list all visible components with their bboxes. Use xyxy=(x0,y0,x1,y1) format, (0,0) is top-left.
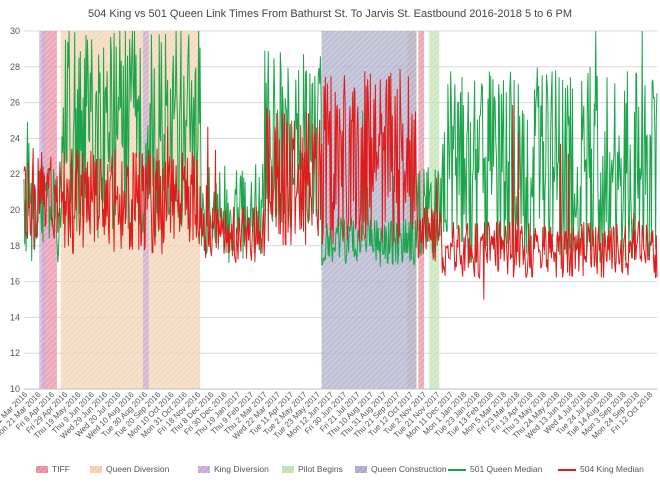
legend-swatch-hatch xyxy=(36,466,48,473)
y-tick-label: 12 xyxy=(10,348,20,358)
y-tick-label: 10 xyxy=(10,384,20,394)
legend-item: 504 King Median xyxy=(558,464,644,474)
legend: TIFF Queen Diversion King Diversion Pilot B… xyxy=(36,464,644,474)
y-tick-label: 18 xyxy=(10,241,20,251)
legend-label: 504 King Median xyxy=(580,464,644,474)
y-tick-label: 20 xyxy=(10,205,20,215)
y-tick-label: 26 xyxy=(10,98,20,108)
period-hatch xyxy=(418,31,425,389)
period-hatch xyxy=(321,31,417,389)
y-tick-label: 22 xyxy=(10,169,20,179)
series-line xyxy=(23,68,658,300)
y-axis: 10 12 14 16 18 20 22 24 26 28 30 xyxy=(10,26,20,394)
legend-label: TIFF xyxy=(52,464,70,474)
chart-title: 504 King vs 501 Queen Link Times From Ba… xyxy=(88,8,572,20)
y-tick-label: 24 xyxy=(10,133,20,143)
legend-item: King Diversion xyxy=(198,464,269,474)
legend-item: Pilot Begins xyxy=(282,464,343,474)
y-tick-label: 16 xyxy=(10,277,20,287)
legend-item: Queen Construction xyxy=(355,464,447,474)
series-layer xyxy=(23,30,658,390)
y-tick-label: 30 xyxy=(10,26,20,36)
legend-swatch-hatch xyxy=(355,466,367,473)
legend-item: 501 Queen Median xyxy=(448,464,543,474)
legend-swatch-hatch xyxy=(90,466,102,473)
y-tick-label: 28 xyxy=(10,62,20,72)
y-tick-label: 14 xyxy=(10,312,20,322)
legend-label: King Diversion xyxy=(214,464,269,474)
legend-label: 501 Queen Median xyxy=(470,464,543,474)
legend-item: TIFF xyxy=(36,464,70,474)
legend-swatch-hatch xyxy=(282,466,294,473)
series-line xyxy=(23,30,658,267)
legend-label: Pilot Begins xyxy=(298,464,343,474)
legend-label: Queen Construction xyxy=(371,464,447,474)
legend-item: Queen Diversion xyxy=(90,464,170,474)
legend-label: Queen Diversion xyxy=(106,464,170,474)
legend-swatch-hatch xyxy=(198,466,210,473)
